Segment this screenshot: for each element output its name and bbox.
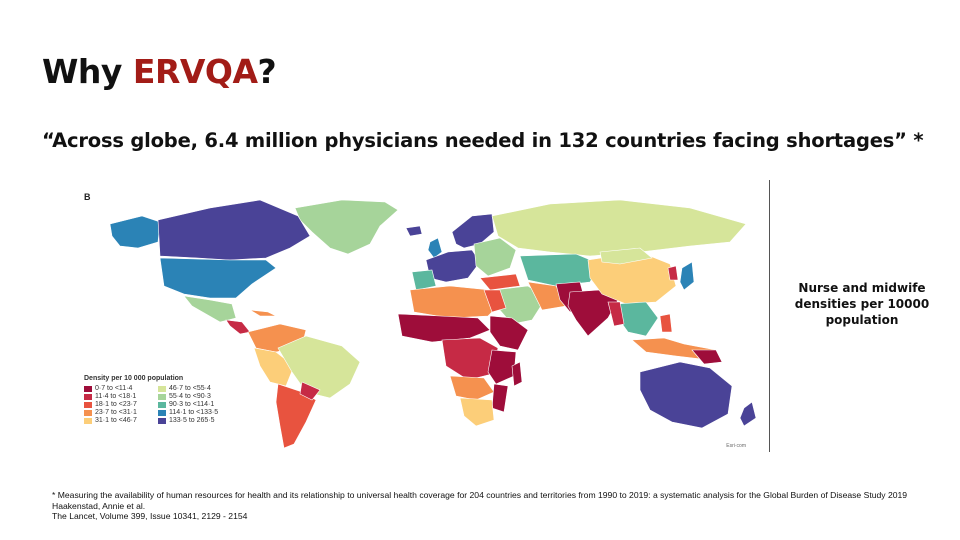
- region-australia: [639, 361, 733, 429]
- legend-item: 18·1 to <23·7: [84, 401, 156, 408]
- world-map-graphic: [109, 199, 757, 449]
- region-south-africa: [459, 397, 495, 427]
- region-myanmar: [607, 301, 625, 327]
- legend-item: 46·7 to <55·4: [158, 385, 230, 392]
- region-korea: [667, 265, 679, 281]
- region-turkey: [479, 273, 521, 291]
- world-density-map: B Density per 10 000 population 0·7 to <…: [80, 186, 770, 452]
- region-madagascar: [511, 361, 523, 387]
- footnote: * Measuring the availability of human re…: [52, 490, 922, 522]
- legend-swatch: [158, 385, 166, 392]
- region-philippines: [659, 313, 673, 333]
- region-scandinavia: [451, 213, 495, 249]
- footnote-journal: The Lancet, Volume 399, Issue 10341, 212…: [52, 511, 248, 521]
- region-paraguay: [299, 381, 321, 401]
- legend-label: 55·4 to <90·3: [169, 393, 211, 400]
- legend-label: 0·7 to <11·4: [95, 385, 133, 392]
- region-canada: [157, 199, 311, 261]
- legend-item: 133·5 to 265·5: [158, 417, 230, 424]
- region-east-africa: [487, 349, 517, 385]
- region-central-america: [225, 319, 251, 335]
- footnote-authors: Haakenstad, Annie et al.: [52, 500, 146, 511]
- legend-label: 18·1 to <23·7: [95, 401, 137, 408]
- title-suffix: ?: [257, 52, 277, 91]
- quote-text: “Across globe, 6.4 million physicians ne…: [42, 129, 924, 152]
- region-iceland: [405, 225, 423, 237]
- legend-swatch: [158, 401, 166, 408]
- legend-title: Density per 10 000 population: [84, 375, 184, 382]
- side-label: Nurse and midwife densities per 10000 po…: [794, 281, 930, 327]
- legend-swatch: [84, 409, 92, 416]
- legend-swatch: [84, 417, 92, 424]
- legend-item: 114·1 to <133·5: [158, 409, 230, 416]
- legend-swatch: [84, 385, 92, 392]
- title-prefix: Why: [42, 52, 133, 91]
- legend-item: 23·7 to <31·1: [84, 409, 156, 416]
- region-new-zealand: [739, 401, 757, 427]
- slide-title: Why ERVQA?: [42, 52, 277, 91]
- region-greenland: [294, 199, 399, 255]
- legend-swatch: [84, 393, 92, 400]
- legend-label: 114·1 to <133·5: [169, 409, 219, 416]
- legend-label: 31·1 to <46·7: [95, 417, 137, 424]
- map-legend: Density per 10 000 population 0·7 to <11…: [84, 375, 284, 424]
- legend-item: 0·7 to <11·4: [84, 385, 156, 392]
- legend-item: 11·4 to <18·1: [84, 393, 156, 400]
- legend-item: 31·1 to <46·7: [84, 417, 156, 424]
- legend-swatch: [158, 417, 166, 424]
- region-horn-africa: [489, 315, 529, 351]
- footnote-citation-title: * Measuring the availability of human re…: [52, 490, 908, 500]
- region-iberia: [411, 269, 437, 291]
- legend-item: 90·3 to <114·1: [158, 401, 230, 408]
- region-mexico: [183, 295, 237, 323]
- legend-swatch: [158, 393, 166, 400]
- legend-grid: 0·7 to <11·4 46·7 to <55·4 11·4 to <18·1…: [84, 385, 284, 424]
- legend-swatch: [84, 401, 92, 408]
- region-japan: [679, 261, 695, 291]
- region-eastern-europe: [473, 237, 517, 277]
- region-egypt: [483, 289, 507, 313]
- legend-label: 90·3 to <114·1: [169, 401, 215, 408]
- legend-item: 55·4 to <90·3: [158, 393, 230, 400]
- region-alaska: [109, 215, 161, 249]
- legend-label: 46·7 to <55·4: [169, 385, 211, 392]
- region-angola-zambia: [449, 375, 495, 401]
- region-west-africa: [397, 313, 491, 343]
- vertical-divider: [769, 180, 770, 452]
- region-south-america-west: [253, 347, 295, 387]
- region-papua: [691, 349, 723, 365]
- region-central-asia: [519, 253, 601, 287]
- panel-letter: B: [84, 192, 91, 202]
- legend-label: 11·4 to <18·1: [95, 393, 137, 400]
- legend-label: 23·7 to <31·1: [95, 409, 137, 416]
- region-uk: [427, 237, 443, 259]
- legend-swatch: [158, 409, 166, 416]
- region-brazil: [277, 335, 361, 399]
- region-caribbean: [249, 309, 277, 317]
- region-russia: [491, 199, 747, 257]
- region-mongolia: [599, 247, 653, 265]
- region-mozambique: [491, 383, 509, 413]
- legend-label: 133·5 to 265·5: [169, 417, 215, 424]
- map-source-label: Esri·com: [726, 443, 746, 449]
- title-highlight: ERVQA: [132, 52, 258, 91]
- region-usa: [159, 257, 277, 299]
